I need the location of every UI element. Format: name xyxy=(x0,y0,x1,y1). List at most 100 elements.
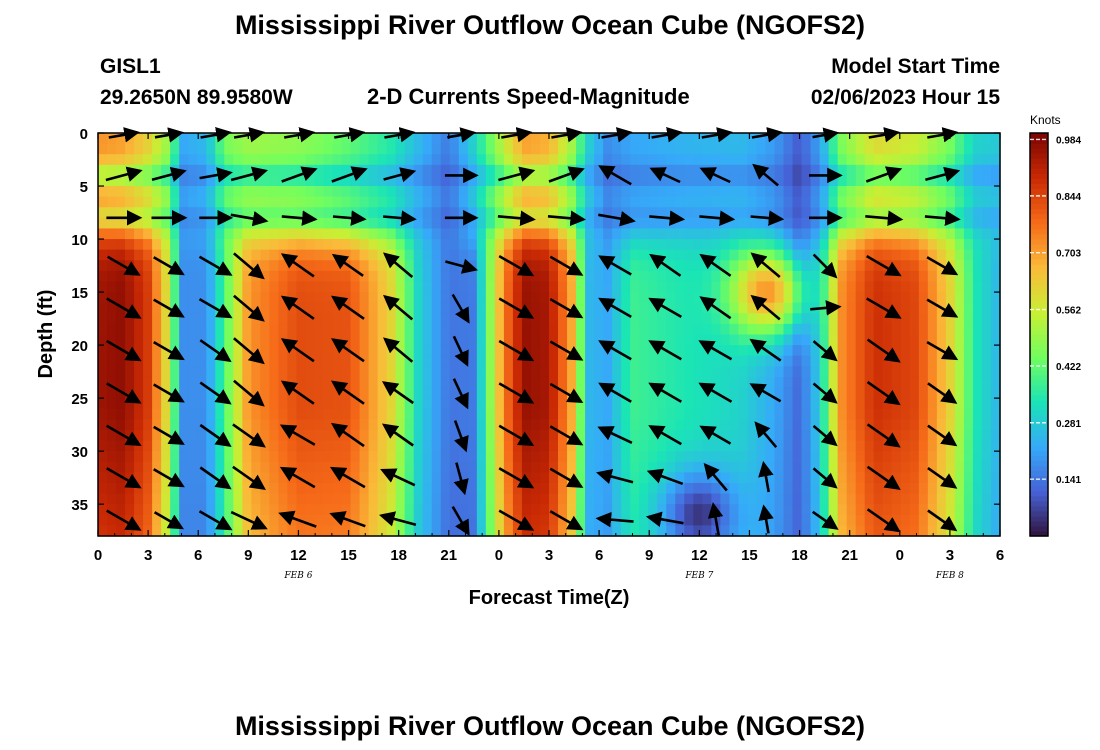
heat-cell xyxy=(927,514,938,526)
heat-cell xyxy=(260,281,270,293)
heat-cell xyxy=(413,143,424,155)
heat-cell xyxy=(269,472,279,484)
heat-cell xyxy=(368,154,379,166)
heat-cell xyxy=(810,514,821,526)
heat-cell xyxy=(972,260,983,272)
heat-cell xyxy=(422,334,433,346)
heat-cell xyxy=(197,493,207,505)
heat-cell xyxy=(954,482,965,495)
heat-cell xyxy=(197,366,207,378)
heat-cell xyxy=(503,408,514,420)
heat-cell xyxy=(449,196,460,208)
heat-cell xyxy=(828,143,839,155)
heat-cell xyxy=(936,440,947,452)
colorbar-unit: Knots xyxy=(1030,113,1061,127)
heat-cell xyxy=(666,323,676,336)
heat-cell xyxy=(801,419,812,431)
heat-cell xyxy=(558,217,568,230)
heat-cell xyxy=(963,164,974,177)
heat-cell xyxy=(954,334,965,346)
colorbar-segment xyxy=(1030,500,1048,507)
heat-cell xyxy=(359,387,370,399)
heat-cell xyxy=(422,154,433,166)
heat-cell xyxy=(359,313,370,325)
heat-cell xyxy=(368,398,379,410)
heat-cell xyxy=(846,514,857,526)
heat-cell xyxy=(116,440,126,452)
heat-cell xyxy=(882,376,893,389)
heat-cell xyxy=(512,154,523,166)
heat-cell xyxy=(567,504,577,516)
heat-cell xyxy=(323,164,334,177)
heat-cell xyxy=(215,419,225,431)
heat-cell xyxy=(891,419,902,431)
current-vector xyxy=(927,509,958,532)
heat-cell xyxy=(314,514,325,526)
heat-cell xyxy=(774,472,785,484)
heat-cell xyxy=(539,217,550,230)
heat-cell xyxy=(395,451,406,463)
heat-cell xyxy=(675,440,685,452)
current-vector xyxy=(198,297,233,319)
heat-cell xyxy=(107,143,117,155)
current-vector xyxy=(707,502,724,536)
heat-cell xyxy=(269,366,279,378)
heat-cell xyxy=(639,249,649,261)
current-vector xyxy=(106,424,142,447)
heat-cell xyxy=(567,239,577,251)
heat-cell xyxy=(449,355,460,367)
heat-cell xyxy=(918,419,929,431)
heat-cell xyxy=(278,281,289,293)
heat-cell xyxy=(260,270,270,283)
heat-cell xyxy=(503,398,514,410)
heat-cell xyxy=(738,451,749,463)
heat-cell xyxy=(386,281,397,293)
x-tick-label: 12 xyxy=(290,547,307,564)
heat-cell xyxy=(404,461,415,473)
heat-cell xyxy=(747,345,758,357)
heat-cell xyxy=(107,419,117,431)
heat-cell xyxy=(576,143,586,155)
heat-cell xyxy=(215,175,225,187)
heat-cell xyxy=(206,493,216,505)
heat-cell xyxy=(693,355,703,367)
heat-cell xyxy=(648,292,658,304)
current-vector xyxy=(280,338,315,363)
heat-cell xyxy=(783,514,794,526)
heat-cell xyxy=(359,493,370,505)
heat-cell xyxy=(314,387,325,399)
heat-cell xyxy=(467,525,478,537)
heat-cell xyxy=(296,228,307,240)
heat-cell xyxy=(945,249,956,261)
heat-cell xyxy=(296,504,307,516)
heat-cell xyxy=(801,387,812,399)
heat-cell xyxy=(990,355,1001,367)
heat-cell xyxy=(485,461,496,473)
heat-cell xyxy=(576,239,586,251)
heat-cell xyxy=(909,154,920,166)
heat-cell xyxy=(440,133,451,145)
heat-cell xyxy=(675,313,685,325)
heat-cell xyxy=(720,270,730,283)
heat-cell xyxy=(882,461,893,473)
colorbar-segment xyxy=(1030,460,1048,467)
heat-cell xyxy=(675,461,685,473)
heat-cell xyxy=(981,143,992,155)
heat-cell xyxy=(918,302,929,314)
heat-cell xyxy=(143,334,153,346)
heat-cell xyxy=(873,504,884,516)
heat-cell xyxy=(675,366,685,378)
heat-cell xyxy=(341,207,352,219)
heat-cell xyxy=(269,164,279,177)
heat-cell xyxy=(873,514,884,526)
heat-cell xyxy=(774,408,785,420)
heat-cell xyxy=(684,514,694,526)
heat-cell xyxy=(666,292,676,304)
heat-cell xyxy=(936,525,947,537)
heat-cell xyxy=(747,196,758,208)
heat-cell xyxy=(116,281,126,293)
heat-cell xyxy=(945,270,956,283)
heat-cell xyxy=(603,228,613,240)
heat-cell xyxy=(675,260,685,272)
heat-cell xyxy=(855,366,866,378)
